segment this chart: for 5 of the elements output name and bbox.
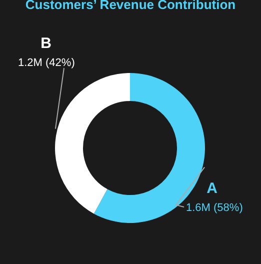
data-label: 1.6M (58%): [186, 202, 243, 214]
slice-label: B: [40, 35, 52, 52]
slice-label: A: [206, 180, 218, 197]
donut-slice: [55, 73, 130, 214]
data-label: 1.2M (42%): [18, 57, 75, 69]
